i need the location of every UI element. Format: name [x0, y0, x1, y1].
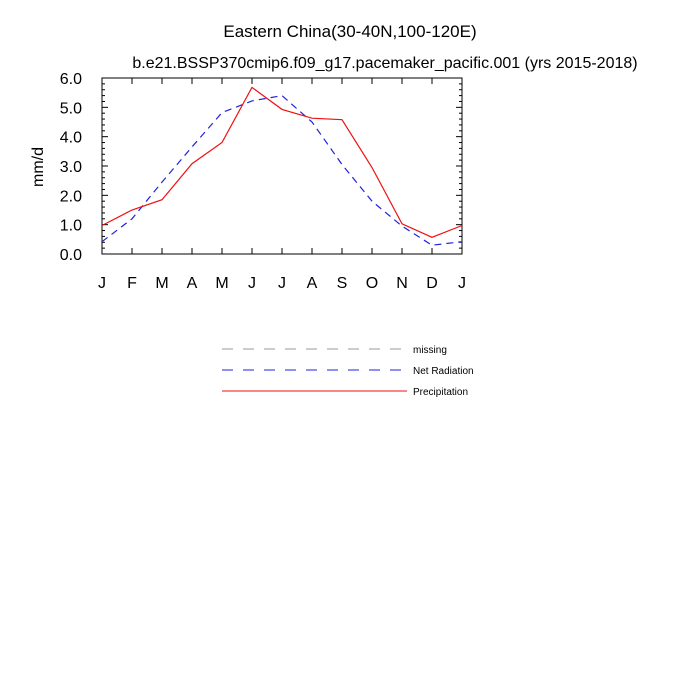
y-tick-label: 2.0	[60, 188, 82, 205]
y-tick-label: 1.0	[60, 218, 82, 235]
x-tick-label: O	[366, 275, 378, 292]
plot-frame	[101, 77, 463, 255]
series-line-net-radiation	[101, 94, 463, 246]
y-tick-label: 0.0	[60, 247, 82, 264]
legend-label: missing	[413, 345, 447, 356]
series-line-precipitation	[101, 86, 463, 238]
x-tick-label: F	[127, 275, 137, 292]
y-tick-label: 3.0	[60, 159, 82, 176]
x-tick-label: N	[396, 275, 408, 292]
x-tick-label: J	[248, 275, 256, 292]
y-tick-label: 5.0	[60, 100, 82, 117]
x-tick-label: J	[98, 275, 106, 292]
legend-label: Precipitation	[413, 387, 468, 398]
legend: missing Net Radiation Precipitation	[222, 345, 474, 398]
x-tick-label: J	[458, 275, 466, 292]
x-tick-label: D	[426, 275, 438, 292]
x-tick-label: A	[307, 275, 318, 292]
x-tick-label: M	[155, 275, 168, 292]
chart-title: Eastern China(30-40N,100-120E)	[223, 22, 476, 41]
y-tick-label: 6.0	[60, 71, 82, 88]
chart-subtitle: b.e21.BSSP370cmip6.f09_g17.pacemaker_pac…	[132, 55, 637, 72]
x-tick-label: M	[215, 275, 228, 292]
y-tick-label: 4.0	[60, 130, 82, 147]
x-tick-label: J	[278, 275, 286, 292]
legend-label: Net Radiation	[413, 366, 474, 377]
x-tick-label: S	[337, 275, 348, 292]
series-lines	[101, 86, 463, 246]
y-axis-label: mm/d	[30, 147, 47, 187]
axis-ticks	[101, 77, 463, 255]
tick-labels: 0.01.02.03.04.05.06.0J F M A M J J A S O N D J	[60, 71, 466, 292]
x-tick-label: A	[187, 275, 198, 292]
